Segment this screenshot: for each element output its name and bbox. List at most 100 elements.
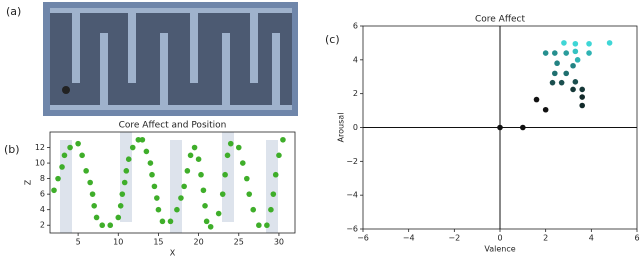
point [119, 191, 126, 197]
point [246, 191, 253, 197]
point [107, 222, 114, 229]
point [270, 191, 277, 197]
point [187, 152, 194, 159]
point [586, 40, 592, 47]
point [75, 140, 81, 147]
point [83, 168, 89, 174]
point [67, 144, 73, 151]
panel-label: (a) [6, 5, 21, 18]
point [178, 195, 184, 201]
point [99, 222, 106, 229]
point [159, 218, 166, 225]
point [93, 214, 100, 221]
point [61, 152, 68, 159]
point [155, 206, 162, 213]
point [91, 203, 97, 209]
x-tick-label: −2 [448, 234, 460, 243]
y-tick-label: −4 [346, 191, 358, 200]
y-tick-label: 4 [353, 55, 358, 64]
point [154, 195, 160, 201]
x-tick-label: 4 [589, 234, 594, 243]
x-tick-label: 30 [274, 238, 284, 247]
panel-label: (c) [325, 33, 340, 46]
game-screenshot [43, 2, 298, 116]
point [198, 171, 204, 178]
y-tick-label: 0 [353, 123, 358, 132]
point [563, 70, 570, 77]
chart-title: Core Affect [475, 15, 526, 25]
point [87, 179, 93, 186]
point [552, 50, 558, 56]
x-tick-label: 2 [543, 234, 548, 243]
point [542, 50, 549, 56]
chart-title: Core Affect and Position [119, 121, 227, 131]
x-tick-label: 5 [76, 238, 81, 247]
x-tick-label: 20 [194, 238, 204, 247]
point [244, 175, 250, 182]
point [89, 191, 96, 197]
point [224, 152, 231, 159]
x-tick-label: 15 [153, 238, 163, 247]
point [202, 203, 208, 209]
point [143, 148, 150, 155]
point [572, 79, 579, 85]
panel-label: (b) [4, 143, 20, 156]
point [574, 57, 581, 63]
x-axis-label: X [170, 249, 176, 258]
point [184, 168, 191, 174]
y-tick-label: 8 [40, 174, 45, 183]
plot-frame [49, 131, 296, 234]
point [586, 50, 592, 56]
point [552, 70, 558, 77]
point [191, 144, 198, 151]
point [129, 144, 136, 151]
point [280, 136, 286, 143]
point [558, 79, 565, 86]
x-axis-label: Valence [484, 245, 515, 254]
x-tick-label: 10 [113, 238, 123, 247]
point [579, 86, 585, 93]
point [207, 223, 214, 230]
x-tick-label: −6 [357, 234, 369, 243]
point [147, 160, 154, 166]
point [222, 171, 228, 178]
point [561, 40, 567, 46]
point [268, 206, 274, 213]
y-tick-label: 6 [40, 190, 45, 199]
y-tick-label: 10 [35, 159, 45, 168]
point [51, 187, 57, 194]
point [250, 206, 257, 213]
y-axis-label: Arousal [337, 113, 346, 143]
point [570, 62, 576, 69]
point [203, 218, 210, 225]
point [115, 214, 122, 221]
point [215, 210, 222, 217]
point [139, 136, 146, 143]
x-tick-label: 0 [497, 234, 502, 243]
point [123, 168, 130, 174]
point [563, 50, 570, 56]
point [533, 96, 540, 103]
point [59, 164, 65, 170]
point [125, 156, 132, 162]
point [276, 152, 282, 159]
point [606, 40, 613, 46]
point [79, 152, 85, 159]
point [149, 171, 155, 178]
point [549, 79, 556, 86]
y-tick-label: −6 [346, 225, 358, 234]
point [542, 106, 549, 113]
point [554, 60, 560, 67]
point [497, 124, 503, 131]
point [572, 40, 579, 47]
x-tick-label: 6 [634, 234, 639, 243]
point [239, 160, 246, 166]
point [256, 222, 262, 229]
point [579, 94, 585, 100]
point [219, 191, 226, 197]
point [181, 183, 187, 190]
point [520, 124, 526, 131]
x-tick-label: −4 [403, 234, 415, 243]
point [264, 222, 270, 229]
